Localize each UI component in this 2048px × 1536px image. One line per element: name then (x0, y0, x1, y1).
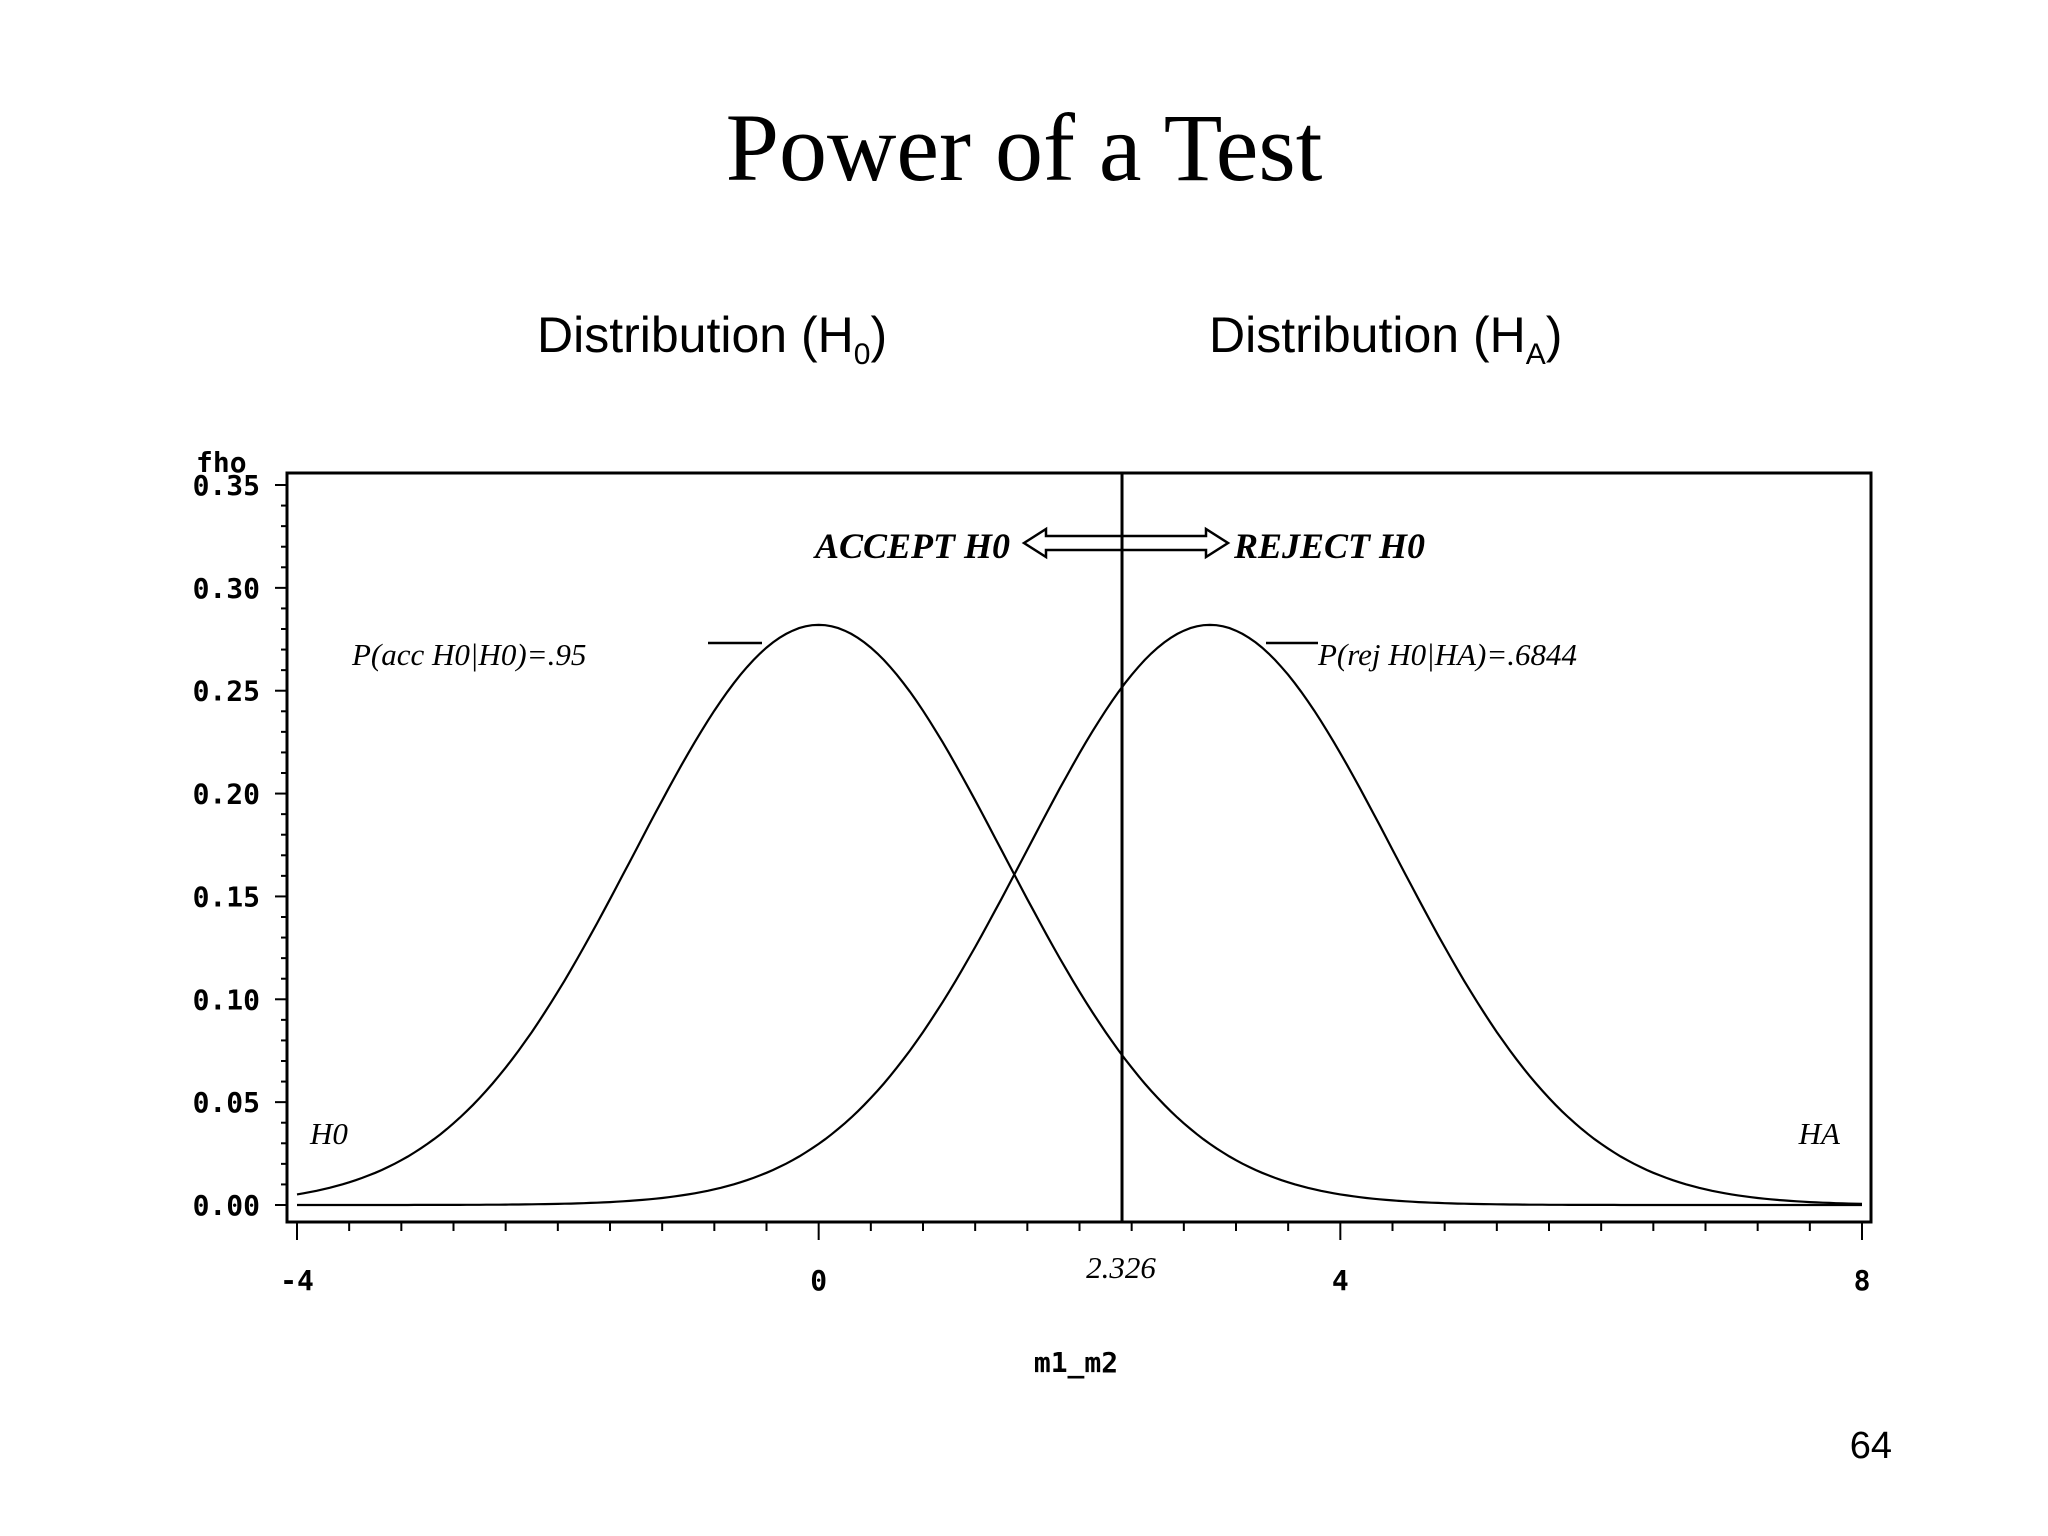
curve-h0 (296, 623, 1862, 1207)
x-tick-label: 0 (810, 1264, 827, 1297)
p-accept-annotation: P(acc H0|H0)=.95 (351, 637, 586, 672)
x-tick-label: 4 (1332, 1264, 1349, 1297)
y-tick-label: 0.35 (193, 469, 260, 502)
y-tick-label: 0.30 (193, 572, 260, 605)
page-number: 64 (1849, 1425, 1892, 1467)
y-tick-label: 0.10 (193, 983, 260, 1016)
x-axis: -4 0 4 8 (280, 1222, 1870, 1297)
distribution-ha-subscript: A (1525, 338, 1546, 371)
plot-frame (285, 471, 1873, 1224)
y-tick-label: 0.15 (193, 880, 260, 913)
x-tick-label: 8 (1854, 1264, 1871, 1297)
p-reject-annotation: P(rej H0|HA)=.6844 (1317, 637, 1577, 672)
y-tick-label: 0.20 (193, 778, 260, 811)
distribution-h0-prefix: Distribution (H (537, 307, 854, 363)
curve-ha (297, 623, 1863, 1207)
accept-h0-label: ACCEPT H0 (813, 526, 1010, 566)
curves (296, 623, 1863, 1207)
y-tick-label: 0.25 (193, 675, 260, 708)
x-tick-label: -4 (280, 1264, 314, 1297)
slide-title: Power of a Test (725, 94, 1323, 201)
reject-h0-label: REJECT H0 (1233, 526, 1425, 566)
distribution-ha-label: Distribution (HA) (1209, 306, 1562, 372)
distribution-h0-subscript: 0 (853, 338, 871, 371)
distribution-ha-close: ) (1545, 307, 1563, 363)
y-axis: 0.00 0.05 0.10 0.15 0.20 0.25 0.30 0.35 (193, 469, 287, 1222)
x-axis-label: m1_m2 (1034, 1346, 1118, 1379)
distribution-ha-prefix: Distribution (H (1209, 307, 1526, 363)
ha-curve-label: HA (1798, 1116, 1841, 1151)
y-axis-label: fho (196, 446, 247, 479)
h0-curve-label: H0 (309, 1116, 348, 1151)
y-tick-label: 0.00 (193, 1189, 260, 1222)
y-tick-label: 0.05 (193, 1086, 260, 1119)
distribution-h0-close: ) (870, 307, 888, 363)
double-arrow (1021, 526, 1231, 560)
critical-value-label: 2.326 (1086, 1250, 1156, 1285)
distribution-h0-label: Distribution (H0) (537, 306, 887, 372)
